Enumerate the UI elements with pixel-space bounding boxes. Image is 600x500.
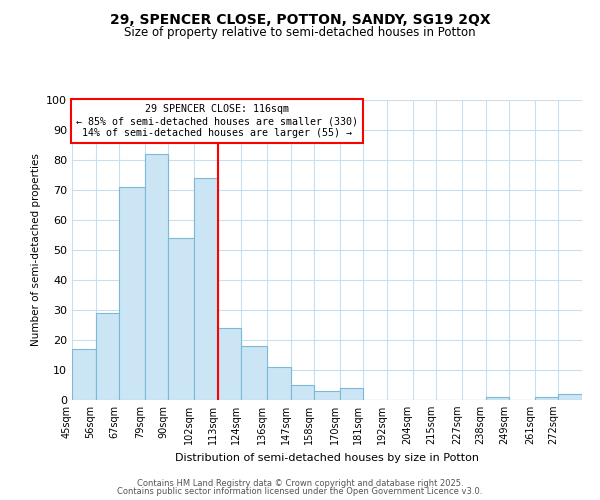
Bar	[485, 397, 509, 400]
Bar	[340, 388, 364, 400]
Bar	[267, 367, 290, 400]
Bar	[241, 346, 267, 400]
Bar	[535, 397, 559, 400]
Text: Contains HM Land Registry data © Crown copyright and database right 2025.: Contains HM Land Registry data © Crown c…	[137, 478, 463, 488]
Text: Contains public sector information licensed under the Open Government Licence v3: Contains public sector information licen…	[118, 487, 482, 496]
Bar	[218, 328, 241, 400]
Bar	[314, 391, 340, 400]
Text: 29, SPENCER CLOSE, POTTON, SANDY, SG19 2QX: 29, SPENCER CLOSE, POTTON, SANDY, SG19 2…	[110, 12, 490, 26]
Bar	[95, 313, 119, 400]
Bar	[72, 349, 95, 400]
Bar	[169, 238, 194, 400]
Y-axis label: Number of semi-detached properties: Number of semi-detached properties	[31, 154, 41, 346]
Text: 29 SPENCER CLOSE: 116sqm
← 85% of semi-detached houses are smaller (330)
14% of : 29 SPENCER CLOSE: 116sqm ← 85% of semi-d…	[76, 104, 358, 138]
Bar	[194, 178, 218, 400]
Bar	[559, 394, 582, 400]
Bar	[119, 187, 145, 400]
Text: Size of property relative to semi-detached houses in Potton: Size of property relative to semi-detach…	[124, 26, 476, 39]
Bar	[145, 154, 169, 400]
X-axis label: Distribution of semi-detached houses by size in Potton: Distribution of semi-detached houses by …	[175, 452, 479, 462]
Bar	[290, 385, 314, 400]
